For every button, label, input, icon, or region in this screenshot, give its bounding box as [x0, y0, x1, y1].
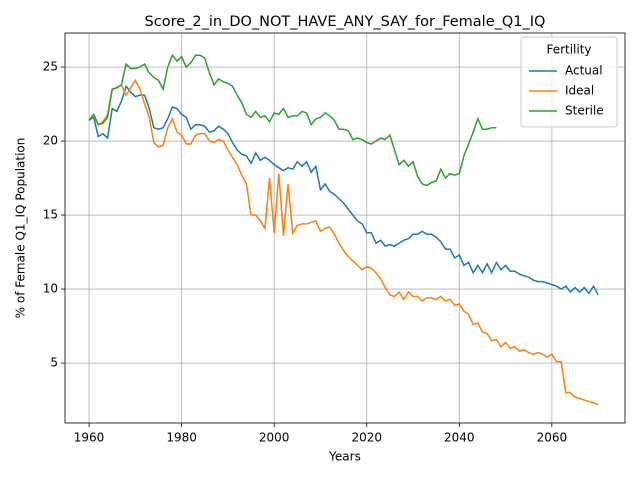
x-tick-label: 2060 — [537, 431, 568, 445]
plot-lines — [88, 53, 599, 406]
y-tick-label: 25 — [43, 60, 58, 74]
legend: Fertility Actual Ideal Sterile — [520, 36, 618, 128]
legend-box — [520, 36, 618, 128]
y-axis-label: % of Female Q1_IQ Population — [14, 138, 28, 319]
series-line — [88, 78, 599, 406]
chart-title: Score_2_in_DO_NOT_HAVE_ANY_SAY_for_Femal… — [145, 14, 546, 30]
x-axis-label: Years — [328, 450, 361, 464]
grid: 1960 1980 2000 2020 2040 2060 5 10 15 20 25 — [43, 33, 625, 445]
x-tick-label: 2020 — [351, 431, 382, 445]
x-tick-label: 2040 — [444, 431, 475, 445]
y-tick-label: 5 — [50, 356, 58, 370]
legend-label: Actual — [565, 64, 603, 78]
series-line — [88, 84, 599, 296]
x-tick-label: 1980 — [166, 431, 197, 445]
x-tick-label: 1960 — [74, 431, 105, 445]
y-tick-label: 20 — [43, 134, 58, 148]
plot-frame — [64, 32, 626, 424]
legend-label: Ideal — [565, 84, 594, 98]
legend-title: Fertility — [546, 43, 591, 57]
legend-label: Sterile — [565, 104, 604, 118]
series-line — [88, 53, 497, 187]
y-tick-label: 15 — [43, 208, 58, 222]
y-tick-label: 10 — [43, 282, 58, 296]
x-tick-label: 2000 — [259, 431, 290, 445]
